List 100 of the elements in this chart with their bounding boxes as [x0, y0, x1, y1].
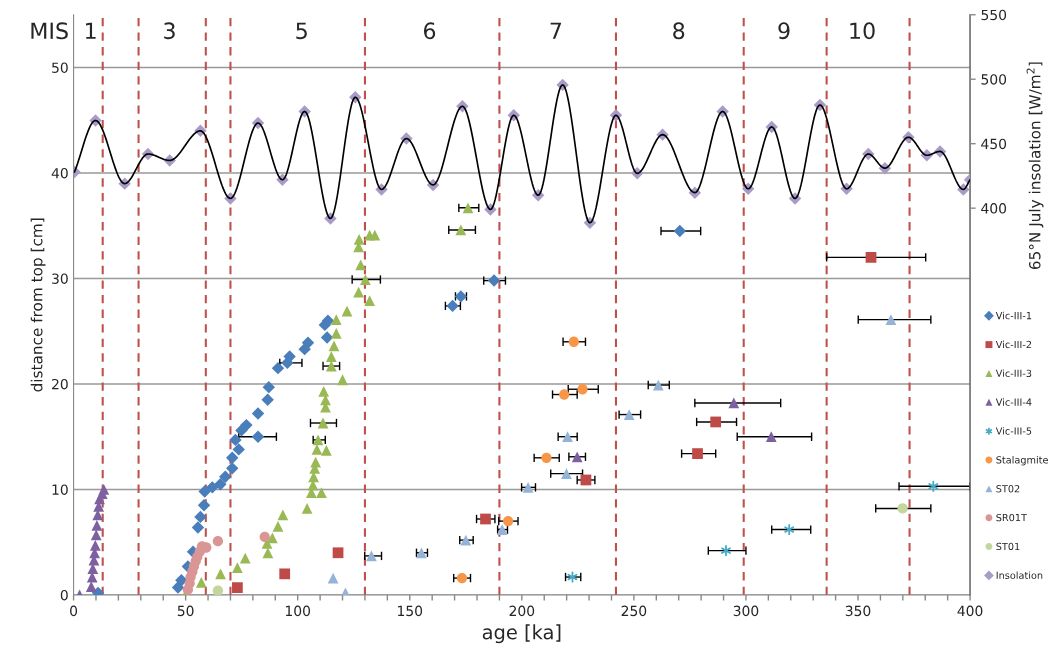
point [226, 462, 239, 475]
point [219, 470, 232, 484]
legend-label: Insolation [996, 571, 1043, 579]
annotation: 10 [850, 22, 875, 40]
point [562, 431, 573, 443]
point [232, 562, 243, 573]
x-tick-label: 200 [509, 605, 535, 617]
point [360, 274, 371, 285]
point [318, 385, 330, 397]
point [310, 456, 322, 468]
point [480, 513, 491, 525]
point [239, 552, 251, 564]
point [325, 351, 337, 362]
point [568, 336, 579, 347]
point [90, 529, 102, 541]
y2-axis-title: 65°N July insolation [W/m$^{2}$] [1026, 62, 1044, 270]
point [692, 448, 703, 459]
point [279, 568, 291, 580]
x-tick-label: 250 [621, 605, 647, 617]
point [571, 451, 583, 463]
y-tick-label: 10 [52, 484, 68, 495]
point [212, 585, 224, 595]
point [341, 305, 353, 317]
point [865, 252, 877, 263]
point [784, 523, 795, 536]
text: MIS [31, 22, 68, 40]
point [652, 379, 664, 391]
x-tick-label: 150 [398, 605, 423, 617]
point [366, 550, 377, 562]
point [462, 202, 474, 214]
point [364, 295, 376, 307]
legend-label: ST02 [996, 485, 1020, 493]
point [885, 314, 897, 325]
point [561, 468, 572, 480]
legend-label: Stalagmite [996, 456, 1048, 466]
point [301, 503, 313, 514]
point [262, 547, 274, 559]
point [261, 393, 274, 407]
point [232, 443, 245, 456]
point [215, 568, 226, 580]
point [673, 224, 687, 238]
point [320, 331, 334, 344]
point [98, 484, 110, 495]
legend-label: Vic-III-3 [995, 369, 1032, 377]
point [487, 274, 501, 287]
point [198, 485, 211, 498]
y-tick-label: 20 [52, 378, 68, 390]
legend-label: Vic-III-2 [995, 340, 1032, 349]
point [191, 521, 205, 534]
point [229, 433, 242, 447]
x-tick-label: 0 [70, 605, 78, 617]
point [897, 503, 908, 514]
point [503, 515, 514, 527]
point [330, 314, 342, 325]
point [369, 229, 381, 241]
point [259, 531, 270, 543]
annotation: 6 [423, 22, 436, 40]
point [272, 521, 284, 532]
y2-tick-label: 400 [981, 203, 1007, 214]
point [541, 452, 552, 463]
point [321, 314, 335, 327]
point [271, 361, 285, 375]
annotation: 3 [164, 22, 175, 40]
point [710, 416, 722, 428]
x-tick-label: 350 [845, 605, 871, 617]
legend-label: Vic-III-5 [995, 427, 1032, 435]
legend-label: Vic-III-1 [995, 311, 1032, 320]
point [721, 545, 731, 557]
annotation: 9 [778, 22, 790, 40]
y2-tick-label: 550 [981, 9, 1007, 21]
point [456, 572, 468, 584]
y2-tick-label: 450 [981, 138, 1007, 150]
point [311, 444, 323, 455]
point [728, 397, 740, 409]
point [195, 576, 207, 588]
point [197, 499, 211, 512]
x-tick-label: 100 [285, 605, 311, 617]
y-tick-label: 0 [60, 589, 68, 601]
point [321, 445, 332, 456]
x-axis-title: age [ka] [482, 624, 561, 644]
annotation: 1 [85, 22, 96, 39]
point [277, 509, 289, 521]
point [332, 547, 344, 559]
point [232, 582, 243, 593]
point [928, 480, 939, 492]
y-tick-label: 30 [52, 273, 68, 284]
point [91, 519, 103, 531]
point [327, 572, 339, 584]
point [85, 581, 97, 592]
point [251, 407, 265, 420]
y-tick-label: 50 [52, 62, 68, 73]
legend-label: SR01T [996, 513, 1028, 522]
point [353, 234, 365, 245]
annotation: 5 [296, 22, 307, 40]
point [301, 336, 315, 350]
x-tick-label: 300 [733, 605, 759, 617]
point [262, 380, 275, 394]
annotation: 7 [550, 22, 562, 39]
point [206, 481, 219, 494]
point [226, 451, 239, 465]
